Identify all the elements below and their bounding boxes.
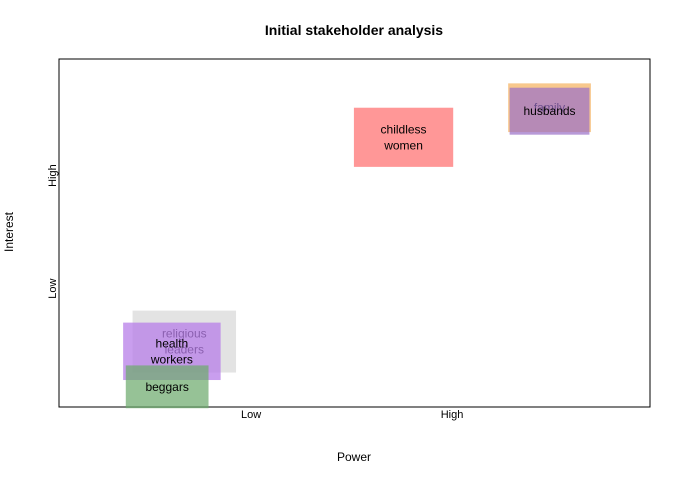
stakeholder-boxes: religiousleadershealthworkersbeggarschil… [123, 83, 591, 409]
label-health-workers-1: health [156, 336, 189, 350]
x-tick-low: Low [241, 409, 261, 421]
x-axis-label: Power [337, 450, 371, 464]
y-axis-label: Interest [2, 211, 16, 252]
chart-title: Initial stakeholder analysis [265, 22, 443, 38]
label-husbands-1: husbands [524, 104, 576, 118]
label-health-workers-2: workers [150, 352, 193, 366]
label-childless-women-1: childless [381, 122, 427, 136]
label-childless-women-2: women [383, 138, 423, 152]
plot-area [58, 58, 651, 408]
y-tick-high: High [47, 164, 59, 187]
y-tick-low: Low [47, 279, 59, 299]
box-beggars [125, 365, 209, 409]
x-tick-high: High [441, 409, 464, 421]
y-axis-ticks: Low High [47, 164, 59, 299]
label-beggars-1: beggars [145, 380, 188, 394]
box-husbands [509, 87, 590, 135]
box-childless-women [353, 107, 454, 167]
x-axis-ticks: Low High [241, 409, 463, 421]
